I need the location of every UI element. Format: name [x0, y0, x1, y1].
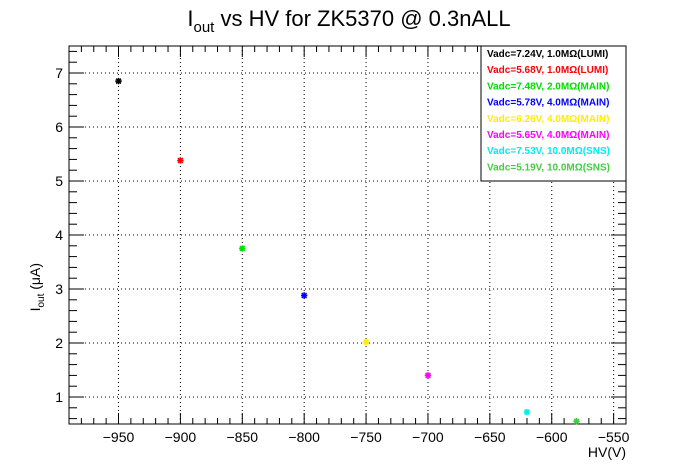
data-point — [115, 77, 122, 85]
chart-title-main: I — [187, 6, 193, 31]
data-point — [424, 372, 432, 379]
data-point — [177, 157, 184, 164]
data-point-stroke — [573, 418, 580, 425]
y-tick-label: 6 — [55, 119, 63, 135]
x-tick-label: −900 — [165, 429, 197, 445]
legend-entry: Vadc=7.48V, 2.0MΩ(MAIN) — [487, 81, 609, 92]
x-tick-label: −550 — [598, 429, 630, 445]
legend-entry: Vadc=7.24V, 1.0MΩ(LUMI) — [487, 49, 608, 60]
x-tick-label: −750 — [350, 429, 382, 445]
chart-title-rest: vs HV for ZK5370 @ 0.3nALL — [214, 6, 510, 31]
points-layer — [115, 77, 580, 425]
legend-entry: Vadc=5.19V, 10.0MΩ(SNS) — [487, 162, 610, 173]
data-point-stroke — [363, 338, 370, 345]
data-point — [573, 418, 580, 425]
x-tick-label: −950 — [103, 429, 135, 445]
y-tick-label: 5 — [55, 173, 63, 189]
x-tick-label: −700 — [412, 429, 444, 445]
data-point-stroke — [239, 245, 246, 252]
y-axis-label-sub: out — [36, 293, 47, 307]
x-tick-label: −600 — [536, 429, 568, 445]
chart-title: Iout vs HV for ZK5370 @ 0.3nALL — [187, 6, 510, 36]
x-tick-label: −850 — [227, 429, 259, 445]
legend-entry: Vadc=7.53V, 10.0MΩ(SNS) — [487, 146, 610, 157]
data-point-stroke — [115, 78, 122, 85]
y-tick-label: 4 — [55, 227, 63, 243]
data-point — [239, 245, 246, 252]
data-point-stroke — [524, 409, 530, 416]
y-tick-label: 3 — [55, 281, 63, 297]
legend: Vadc=7.24V, 1.0MΩ(LUMI) Vadc=5.68V, 1.0MΩ… — [480, 45, 627, 182]
ticks-layer — [68, 46, 627, 424]
chart-title-sub: out — [194, 19, 216, 36]
y-tick-label: 1 — [55, 389, 63, 405]
y-axis-label-rest: (μA) — [27, 263, 43, 294]
x-tick-label: −650 — [474, 429, 506, 445]
legend-entry: Vadc=5.65V, 4.0MΩ(MAIN) — [487, 130, 609, 141]
data-point — [300, 292, 308, 299]
y-axis-label: Iout (μA) — [27, 263, 47, 311]
legend-box — [480, 45, 627, 182]
y-tick-label: 7 — [55, 65, 63, 81]
legend-entries: Vadc=7.24V, 1.0MΩ(LUMI) Vadc=5.68V, 1.0MΩ… — [487, 49, 610, 173]
legend-entry: Vadc=5.78V, 4.0MΩ(MAIN) — [487, 98, 609, 109]
tick-labels-layer: −950 −900 −850 −800 −750 −700 −650 −600 −550 1 2 3 4… — [55, 65, 629, 445]
legend-entry: Vadc=6.26V, 4.0MΩ(MAIN) — [487, 114, 609, 125]
data-point-stroke — [424, 372, 431, 379]
x-axis-label: HV(V) — [588, 444, 626, 460]
y-tick-label: 2 — [55, 335, 63, 351]
data-point — [362, 338, 370, 346]
data-point — [523, 408, 531, 416]
legend-entry: Vadc=5.68V, 1.0MΩ(LUMI) — [487, 65, 608, 76]
data-point-stroke — [301, 292, 308, 299]
data-point-stroke — [177, 157, 184, 164]
x-tick-label: −800 — [288, 429, 320, 445]
y-axis-label-main: I — [27, 308, 43, 312]
